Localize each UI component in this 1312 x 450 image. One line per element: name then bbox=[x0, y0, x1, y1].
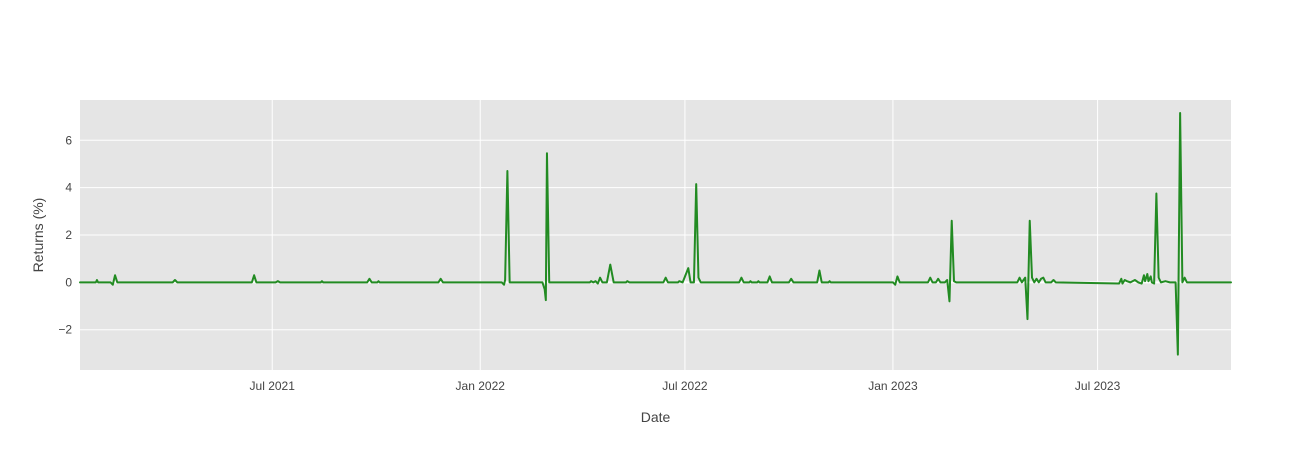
y-axis-title: Returns (%) bbox=[30, 198, 46, 273]
grid-lines bbox=[80, 100, 1231, 370]
x-axis-title: Date bbox=[641, 409, 671, 425]
y-tick-label: −2 bbox=[58, 323, 72, 337]
x-tick-label: Jul 2021 bbox=[250, 379, 296, 393]
y-tick-label: 2 bbox=[65, 228, 72, 242]
x-tick-label: Jul 2023 bbox=[1075, 379, 1121, 393]
y-axis-ticks: −2 0 2 4 6 bbox=[58, 133, 72, 336]
x-axis-ticks: Jul 2021 Jan 2022 Jul 2022 Jan 2023 Jul 2023 bbox=[250, 379, 1121, 393]
returns-series-line bbox=[79, 112, 1232, 356]
series-layer bbox=[79, 112, 1232, 356]
x-tick-label: Jul 2022 bbox=[662, 379, 708, 393]
x-tick-label: Jan 2022 bbox=[456, 379, 506, 393]
y-tick-label: 0 bbox=[65, 275, 72, 289]
y-tick-label: 6 bbox=[65, 133, 72, 147]
y-tick-label: 4 bbox=[65, 181, 72, 195]
x-tick-label: Jan 2023 bbox=[868, 379, 918, 393]
